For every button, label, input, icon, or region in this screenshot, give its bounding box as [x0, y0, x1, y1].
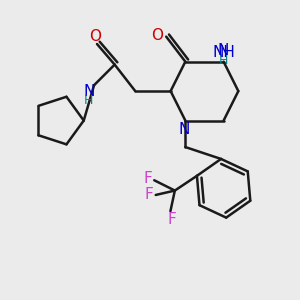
Text: F: F — [143, 171, 152, 186]
Text: O: O — [89, 29, 101, 44]
Text: H: H — [84, 94, 93, 107]
Text: O: O — [152, 28, 164, 43]
Text: N: N — [83, 84, 94, 99]
Text: NH: NH — [212, 45, 235, 60]
Text: F: F — [145, 188, 154, 202]
Text: N: N — [178, 122, 190, 137]
Text: N: N — [218, 43, 229, 58]
Text: H: H — [219, 54, 228, 67]
Text: F: F — [167, 212, 176, 227]
